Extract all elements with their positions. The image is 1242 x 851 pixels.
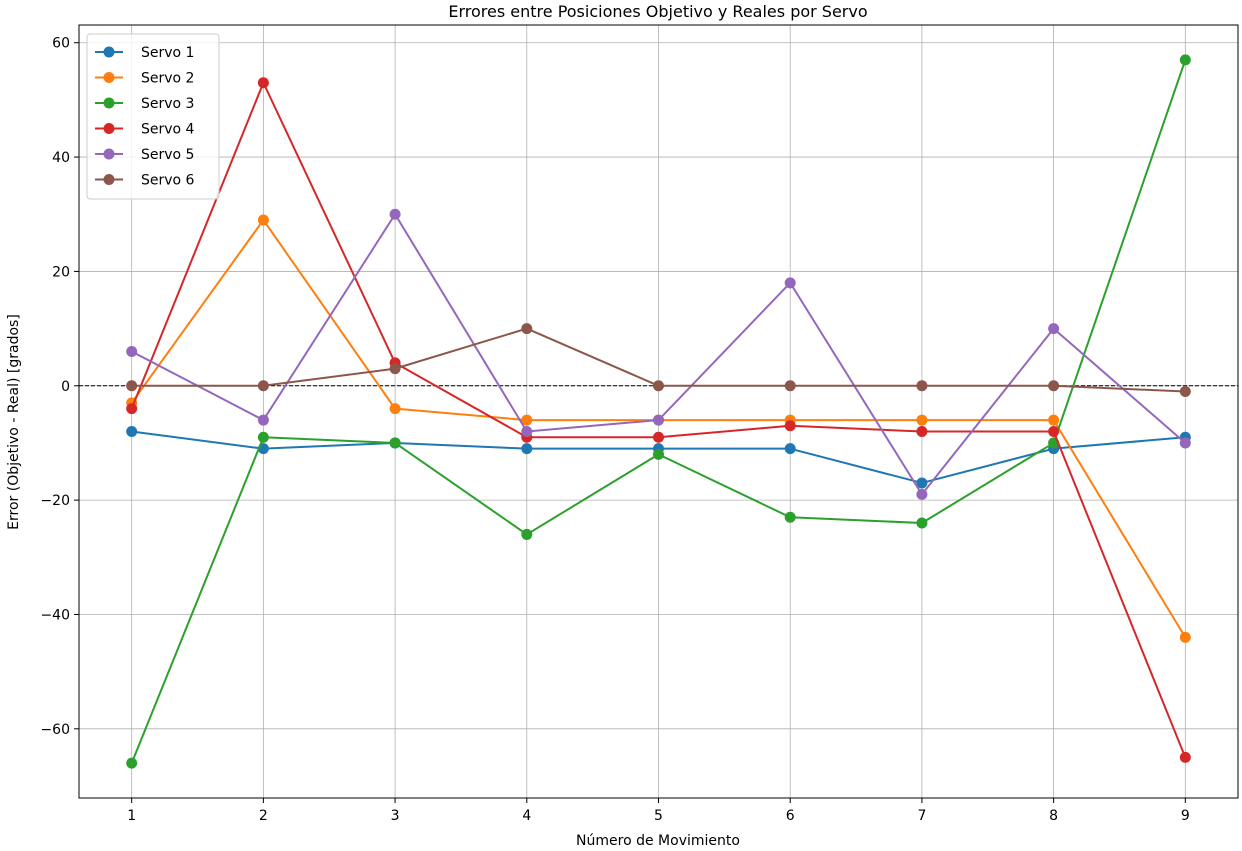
y-tick-label: −40 bbox=[40, 607, 70, 623]
series-servo-3 bbox=[126, 54, 1191, 769]
y-axis-ticks: −60 −40 −20 0 20 40 60 bbox=[40, 36, 79, 738]
legend-item: Servo 2 bbox=[95, 71, 194, 87]
y-tick-label: −60 bbox=[40, 722, 70, 738]
data-point bbox=[916, 488, 928, 500]
legend-label: Servo 2 bbox=[141, 71, 194, 87]
data-point bbox=[916, 477, 928, 489]
series-servo-6 bbox=[126, 323, 1191, 397]
data-point bbox=[784, 420, 796, 432]
data-point bbox=[389, 208, 401, 220]
x-axis-ticks: 1 2 3 4 5 6 7 8 9 bbox=[127, 798, 1190, 824]
data-point bbox=[521, 323, 533, 335]
data-point bbox=[521, 443, 533, 455]
x-tick-label: 6 bbox=[786, 808, 795, 824]
data-point bbox=[916, 414, 928, 426]
y-axis-label: Error (Objetivo - Real) [grados] bbox=[6, 314, 22, 530]
series-group bbox=[126, 54, 1191, 769]
data-point bbox=[784, 277, 796, 289]
y-tick-label: 40 bbox=[52, 150, 70, 166]
data-point bbox=[257, 431, 269, 443]
legend-marker bbox=[103, 97, 115, 109]
data-point bbox=[653, 380, 664, 392]
legend-marker bbox=[103, 123, 115, 134]
legend-marker bbox=[103, 148, 115, 160]
legend-marker bbox=[103, 174, 115, 185]
data-point bbox=[784, 380, 796, 392]
data-point bbox=[1179, 54, 1191, 66]
data-point bbox=[916, 380, 928, 392]
data-point bbox=[126, 403, 138, 415]
data-point bbox=[1048, 414, 1060, 426]
data-point bbox=[521, 528, 533, 540]
legend-marker bbox=[103, 72, 115, 83]
data-point bbox=[916, 517, 928, 529]
x-tick-label: 3 bbox=[391, 808, 400, 824]
data-point bbox=[653, 431, 664, 443]
x-tick-label: 9 bbox=[1181, 808, 1190, 824]
legend-item: Servo 3 bbox=[95, 96, 194, 112]
data-point bbox=[126, 380, 138, 392]
data-point bbox=[389, 437, 401, 449]
data-point bbox=[784, 443, 796, 455]
data-point bbox=[126, 757, 138, 769]
legend-item: Servo 1 bbox=[95, 45, 194, 61]
data-point bbox=[1179, 631, 1191, 643]
data-point bbox=[653, 448, 664, 460]
legend: Servo 1 Servo 2 Servo 3 Servo 4 Servo 5 Servo… bbox=[86, 33, 220, 200]
data-point bbox=[126, 426, 138, 438]
legend-label: Servo 4 bbox=[141, 122, 195, 138]
data-point bbox=[257, 214, 269, 226]
x-tick-label: 5 bbox=[654, 808, 663, 824]
data-point bbox=[1179, 437, 1191, 449]
legend-item: Servo 6 bbox=[95, 173, 195, 189]
data-point bbox=[257, 77, 269, 89]
x-tick-label: 8 bbox=[1049, 808, 1058, 824]
data-point bbox=[1179, 385, 1191, 397]
grid bbox=[79, 25, 1238, 798]
x-axis-label: Número de Movimiento bbox=[576, 833, 740, 849]
data-point bbox=[1048, 323, 1060, 335]
data-point bbox=[1048, 380, 1060, 392]
x-tick-label: 4 bbox=[522, 808, 531, 824]
y-tick-label: 60 bbox=[52, 36, 70, 52]
legend-label: Servo 5 bbox=[141, 147, 194, 163]
data-point bbox=[257, 414, 269, 426]
x-tick-label: 1 bbox=[127, 808, 136, 824]
legend-label: Servo 3 bbox=[141, 96, 194, 112]
data-point bbox=[521, 414, 533, 426]
y-tick-label: −20 bbox=[40, 493, 70, 509]
legend-label: Servo 6 bbox=[141, 173, 195, 189]
y-tick-label: 0 bbox=[61, 379, 70, 395]
y-tick-label: 20 bbox=[52, 264, 70, 280]
data-point bbox=[389, 363, 401, 375]
series-servo-5 bbox=[126, 208, 1191, 500]
x-tick-label: 2 bbox=[259, 808, 268, 824]
legend-label: Servo 1 bbox=[141, 45, 194, 61]
legend-frame bbox=[86, 33, 220, 200]
data-point bbox=[1179, 751, 1191, 763]
data-point bbox=[521, 426, 533, 438]
chart-title: Errores entre Posiciones Objetivo y Real… bbox=[448, 2, 867, 21]
data-point bbox=[389, 403, 401, 415]
legend-item: Servo 5 bbox=[95, 147, 194, 163]
data-point bbox=[916, 426, 928, 438]
legend-item: Servo 4 bbox=[95, 122, 195, 138]
data-point bbox=[257, 380, 269, 392]
data-point bbox=[126, 345, 138, 357]
data-point bbox=[653, 414, 664, 426]
legend-marker bbox=[103, 46, 115, 58]
data-point bbox=[784, 511, 796, 523]
data-point bbox=[1048, 426, 1060, 438]
x-tick-label: 7 bbox=[917, 808, 926, 824]
